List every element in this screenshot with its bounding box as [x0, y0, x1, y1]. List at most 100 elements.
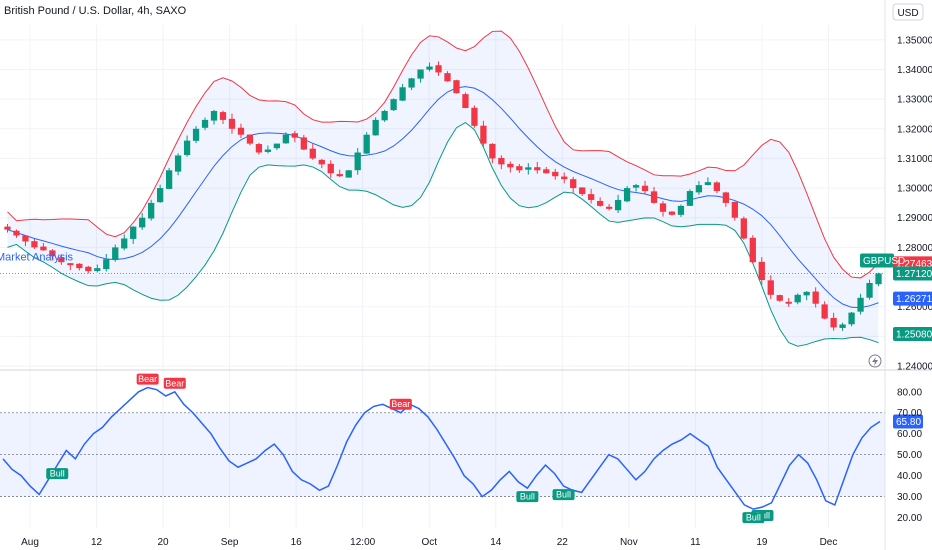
time-tick-label: Sep [221, 537, 239, 548]
candle-body [31, 241, 38, 248]
candle-body [641, 185, 649, 192]
candle [372, 117, 379, 136]
candle-body [489, 143, 496, 159]
candle-body [22, 235, 29, 242]
candle [722, 191, 729, 207]
candle [812, 287, 819, 308]
candle [525, 163, 532, 175]
candle [632, 183, 640, 192]
candle [157, 184, 164, 203]
candle [201, 117, 209, 131]
rsi-panel: 65.80BearBearBearBullBullBullBullBull [0, 373, 923, 524]
candle-body [76, 263, 83, 269]
rsi-tick-label: 50.00 [897, 450, 922, 461]
candle-body [372, 119, 379, 136]
candle [579, 187, 586, 196]
candle [650, 186, 658, 204]
signal-tag: Bull [742, 512, 765, 524]
price-label: GBPUSD [860, 253, 905, 268]
candle [516, 163, 523, 173]
signal-text: Bull [746, 513, 761, 523]
middle-band-line [7, 86, 879, 309]
signal-tag: Bull [552, 489, 575, 501]
candle-body [758, 261, 765, 281]
candle [552, 168, 559, 180]
candle-body [668, 211, 676, 215]
candle-body [534, 167, 541, 171]
candle [22, 235, 29, 247]
price-tick-label: 1.26000 [897, 302, 932, 313]
signal-text: Bull [520, 492, 535, 502]
candle [677, 204, 685, 217]
candle [668, 211, 676, 216]
time-tick-label: 11 [690, 537, 701, 548]
price-tick-label: 1.32000 [897, 124, 932, 135]
candle-body [794, 294, 801, 303]
candle [264, 145, 272, 154]
candle [794, 293, 801, 305]
price-tick-label: 1.24000 [897, 362, 932, 373]
candle [76, 263, 83, 271]
candle [228, 113, 236, 134]
signal-box [516, 491, 539, 503]
candle [543, 166, 550, 174]
signal-box [742, 512, 765, 524]
candle-body [821, 304, 828, 319]
candle [94, 264, 101, 273]
price-tick-label: 1.31000 [897, 154, 932, 165]
candle [139, 213, 146, 230]
candle [507, 161, 514, 173]
candle-body [588, 194, 595, 200]
price-label-text: 1.27463 [896, 259, 932, 270]
candle-body [363, 134, 370, 154]
candle-body [381, 110, 388, 121]
price-tick-label: 1.30000 [897, 184, 932, 195]
candle-body [552, 171, 559, 177]
rsi-tick-label: 40.00 [897, 471, 922, 482]
candle-body [453, 80, 460, 94]
candle-body [435, 65, 442, 73]
candle-body [686, 191, 694, 206]
candle [210, 109, 218, 125]
candle-body [857, 297, 864, 312]
price-label-text: 1.27120 [896, 269, 932, 280]
lower-band-line [7, 121, 879, 347]
candle-body [623, 188, 631, 202]
candle-body [731, 201, 738, 218]
candle-body [390, 99, 397, 111]
candle-body [219, 112, 227, 120]
candle-body [543, 169, 550, 174]
price-tick-label: 1.29000 [897, 213, 932, 224]
price-label-box [893, 291, 932, 306]
candle-body [165, 170, 173, 189]
rsi-tick-label: 30.00 [897, 492, 922, 503]
candle-body [875, 273, 882, 285]
price-label: 1.25080 [893, 326, 932, 341]
candle-body [722, 192, 729, 203]
candle [588, 188, 595, 204]
candle [785, 297, 792, 307]
price-labels: Market Analysis1.27463GBPUSD1.2712002:07… [0, 252, 932, 368]
candle [300, 134, 307, 151]
candle-body [426, 66, 433, 70]
candle [112, 244, 119, 262]
currency-label: USD [897, 8, 918, 19]
candle [103, 253, 110, 272]
time-tick-label: 16 [291, 537, 303, 548]
price-label-box [893, 266, 932, 281]
price-label-text: 1.25080 [896, 329, 932, 340]
time-tick-label: 12:00 [350, 537, 375, 548]
candle [713, 181, 721, 194]
price-label-box [893, 326, 932, 341]
signal-tag: Bear [389, 398, 412, 410]
candle-body [282, 134, 289, 144]
candle [237, 123, 245, 139]
candle [480, 120, 487, 147]
candle [408, 77, 415, 91]
time-tick-label: Aug [21, 537, 39, 548]
candle [58, 254, 65, 265]
candle [4, 224, 11, 233]
candle [758, 257, 765, 286]
rsi-current-label: 65.80 [893, 414, 923, 429]
